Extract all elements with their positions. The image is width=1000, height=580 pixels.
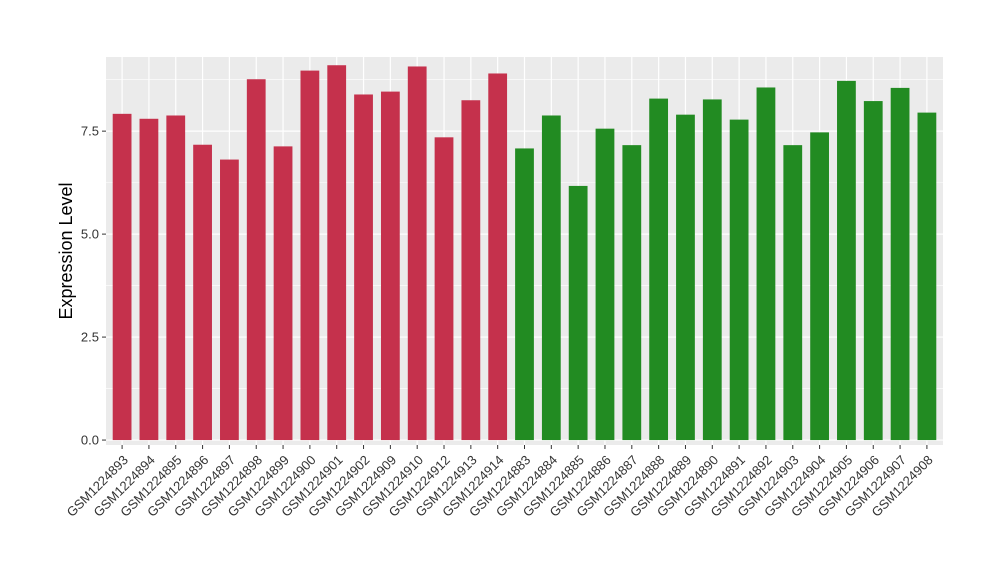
bar-GSM1224886 bbox=[595, 128, 615, 441]
bar-GSM1224900 bbox=[300, 70, 320, 441]
bar-GSM1224883 bbox=[515, 148, 534, 441]
x-axis: GSM1224893GSM1224894GSM1224895GSM1224896… bbox=[64, 445, 936, 520]
bar-GSM1224904 bbox=[810, 132, 829, 441]
y-tick-label: 0.0 bbox=[81, 433, 99, 448]
bar-GSM1224907 bbox=[890, 87, 910, 441]
bar-GSM1224909 bbox=[380, 91, 400, 441]
bar-GSM1224890 bbox=[702, 99, 722, 441]
bar-GSM1224887 bbox=[622, 145, 642, 441]
bar-GSM1224903 bbox=[783, 145, 803, 441]
bar-GSM1224889 bbox=[676, 114, 695, 441]
bar-GSM1224896 bbox=[193, 144, 212, 441]
y-tick-label: 2.5 bbox=[81, 330, 99, 345]
bar-GSM1224901 bbox=[327, 65, 347, 441]
bar-GSM1224899 bbox=[273, 146, 293, 441]
bar-GSM1224905 bbox=[837, 80, 856, 441]
bar-GSM1224898 bbox=[246, 79, 266, 441]
y-axis: 0.0 2.5 5.0 7.5 bbox=[81, 124, 106, 448]
bar-GSM1224910 bbox=[407, 66, 427, 441]
bar-GSM1224893 bbox=[112, 113, 132, 441]
bar-GSM1224895 bbox=[166, 115, 186, 441]
bar-GSM1224884 bbox=[541, 115, 561, 441]
bar-GSM1224902 bbox=[354, 94, 373, 441]
bar-GSM1224892 bbox=[756, 87, 776, 441]
bar-GSM1224891 bbox=[729, 119, 749, 441]
bar-GSM1224913 bbox=[461, 100, 481, 441]
bar-GSM1224888 bbox=[649, 98, 669, 441]
bar-GSM1224908 bbox=[917, 112, 937, 441]
y-tick-label: 7.5 bbox=[81, 124, 99, 139]
bars-group bbox=[112, 65, 937, 441]
bar-GSM1224914 bbox=[488, 73, 508, 441]
bar-GSM1224897 bbox=[220, 159, 239, 441]
bar-GSM1224885 bbox=[568, 185, 588, 441]
y-axis-title: Expression Level bbox=[56, 182, 76, 319]
bar-GSM1224894 bbox=[139, 118, 159, 441]
bar-GSM1224912 bbox=[434, 137, 454, 441]
bar-GSM1224906 bbox=[863, 101, 883, 441]
y-tick-label: 5.0 bbox=[81, 227, 99, 242]
